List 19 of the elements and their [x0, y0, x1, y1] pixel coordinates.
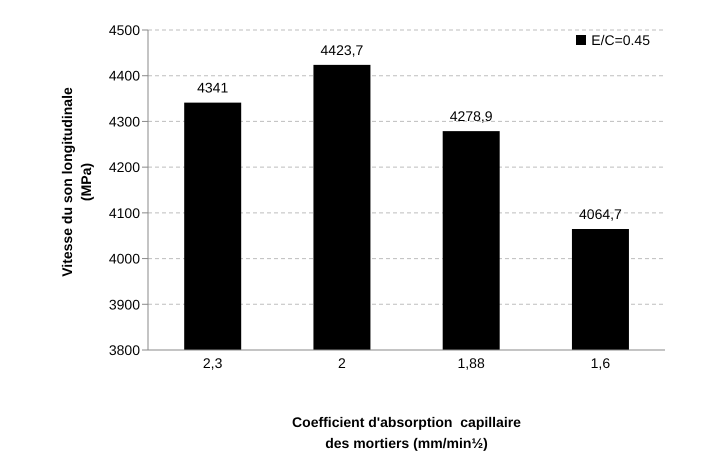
x-axis-title: Coefficient d'absorption capillaire des mortiers (mm/min½)	[291, 413, 522, 453]
y-tick-label: 3900	[108, 296, 140, 312]
data-label: 4064,7	[579, 206, 622, 222]
y-tick-label: 4400	[108, 68, 140, 84]
y-axis-title: Vitesse du son longitudinale (MPa)	[58, 86, 95, 279]
x-tick-label: 1,6	[590, 354, 610, 371]
data-label: 4423,7	[320, 42, 364, 58]
x-tick-label: 2	[338, 354, 346, 371]
data-label: 4341	[197, 80, 228, 96]
data-label: 4278,9	[450, 108, 493, 124]
y-tick-label: 4100	[108, 204, 140, 221]
legend-label: E/C=0.45	[591, 32, 650, 48]
x-tick-label: 2,3	[202, 354, 223, 371]
y-tick-label: 4500	[108, 22, 140, 38]
y-tick-label: 3800	[108, 342, 140, 358]
x-tick-label: 1,88	[458, 354, 485, 371]
y-tick-label: 4200	[108, 159, 140, 176]
y-tick-label: 4000	[108, 250, 140, 267]
y-tick-label: 4300	[108, 113, 140, 130]
